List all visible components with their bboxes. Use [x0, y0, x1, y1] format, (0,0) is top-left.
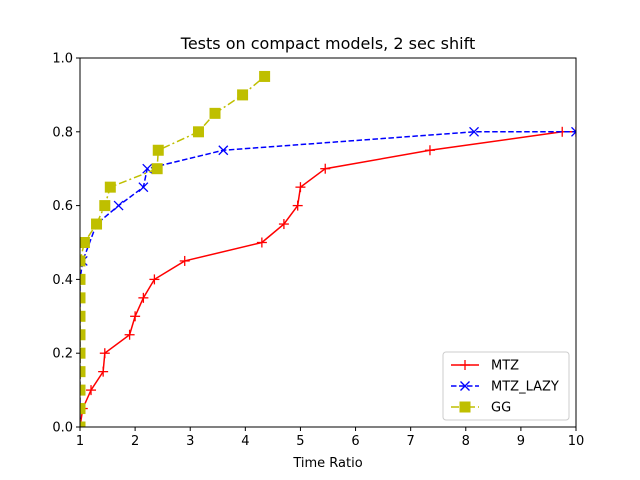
- data-point: [80, 255, 86, 267]
- x-axis-ticks: 1 2 3 4 5 6 7 8 9 10: [76, 427, 584, 449]
- data-point: [99, 200, 111, 212]
- x-tick-label: 7: [407, 434, 415, 449]
- data-point: [98, 366, 109, 377]
- data-point: [151, 163, 163, 175]
- data-point: [80, 273, 86, 285]
- data-point: [295, 182, 306, 193]
- legend-label: MTZ_LAZY: [491, 380, 559, 395]
- x-tick-label: 5: [296, 434, 304, 449]
- legend-entry: MTZ: [451, 359, 519, 374]
- y-tick-label: 0.6: [52, 199, 73, 214]
- legend: MTZ MTZ_LAZY GG: [442, 351, 570, 421]
- y-tick-label: 0.8: [52, 125, 73, 140]
- data-point: [104, 181, 116, 193]
- data-point: [460, 381, 470, 391]
- y-tick-label: 0.0: [52, 421, 73, 436]
- data-point: [292, 200, 303, 211]
- data-point: [80, 292, 86, 304]
- y-tick-label: 1.0: [52, 52, 73, 67]
- data-point: [99, 348, 110, 359]
- data-point: [113, 200, 124, 211]
- legend-label: GG: [491, 401, 511, 416]
- data-point: [80, 384, 86, 396]
- x-tick-label: 1: [76, 434, 84, 449]
- plot-frame: [79, 57, 577, 428]
- data-point: [80, 403, 86, 415]
- data-point: [80, 366, 86, 378]
- legend-entry: MTZ_LAZY: [451, 380, 559, 395]
- x-tick-label: 8: [462, 434, 470, 449]
- x-tick-label: 2: [131, 434, 139, 449]
- series-line: [80, 131, 576, 427]
- data-point: [259, 70, 271, 82]
- data-point: [80, 347, 86, 359]
- data-point: [469, 126, 480, 137]
- data-point: [571, 126, 576, 137]
- series-line: [80, 131, 576, 427]
- series-gg: [80, 70, 271, 427]
- data-point: [152, 144, 164, 156]
- legend-entry: GG: [451, 401, 511, 416]
- data-point: [320, 163, 331, 174]
- data-point: [138, 182, 149, 193]
- data-point: [86, 385, 97, 396]
- plot-series: [80, 70, 576, 427]
- legend-label: MTZ: [491, 359, 519, 374]
- data-point: [459, 401, 471, 413]
- data-point: [218, 145, 229, 156]
- x-tick-label: 9: [517, 434, 525, 449]
- data-point: [192, 126, 204, 138]
- data-point: [278, 219, 289, 230]
- data-point: [138, 292, 149, 303]
- y-tick-label: 0.4: [52, 273, 73, 288]
- data-point: [424, 145, 435, 156]
- data-point: [124, 329, 135, 340]
- data-point: [80, 329, 86, 341]
- data-point: [80, 237, 90, 248]
- chart-title: Tests on compact models, 2 sec shift: [180, 34, 475, 53]
- x-axis-label: Time Ratio: [292, 456, 362, 471]
- series-line: [80, 75, 266, 427]
- data-point: [237, 89, 249, 101]
- data-point: [256, 237, 267, 248]
- data-point: [460, 360, 470, 370]
- x-tick-label: 3: [186, 434, 194, 449]
- data-point: [209, 107, 221, 119]
- data-point: [179, 255, 190, 266]
- x-tick-label: 4: [241, 434, 249, 449]
- data-point: [91, 218, 103, 230]
- legend-box: [442, 351, 570, 421]
- y-axis-ticks: 0.0 0.2 0.4 0.6 0.8 1.0: [52, 52, 80, 436]
- series-markers: [80, 70, 271, 427]
- y-tick-label: 0.2: [52, 347, 73, 362]
- data-point: [149, 274, 160, 285]
- x-tick-label: 6: [351, 434, 359, 449]
- x-tick-label: 10: [568, 434, 585, 449]
- data-point: [80, 421, 86, 427]
- data-point: [80, 310, 86, 322]
- data-point: [130, 311, 141, 322]
